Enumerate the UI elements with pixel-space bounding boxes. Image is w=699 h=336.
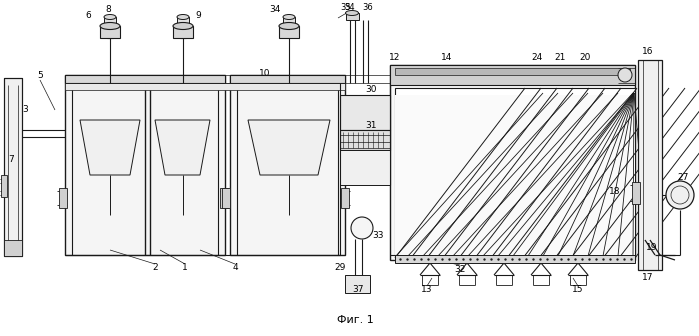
Text: 21: 21 — [554, 52, 565, 61]
Text: 19: 19 — [647, 244, 658, 252]
Text: 17: 17 — [642, 274, 654, 283]
Text: 15: 15 — [572, 286, 584, 294]
Bar — [65, 83, 345, 90]
Bar — [279, 26, 299, 38]
Bar — [395, 88, 635, 258]
Text: 27: 27 — [677, 173, 689, 182]
Ellipse shape — [177, 14, 189, 19]
Bar — [4, 78, 22, 256]
Bar — [4, 240, 22, 256]
Text: 4: 4 — [232, 263, 238, 272]
Bar — [177, 17, 189, 26]
Bar — [59, 188, 67, 208]
Text: 36: 36 — [363, 2, 373, 11]
Text: 32: 32 — [454, 265, 466, 275]
Text: 37: 37 — [352, 286, 363, 294]
Text: 7: 7 — [8, 156, 14, 165]
Ellipse shape — [283, 14, 295, 19]
Text: 3: 3 — [22, 106, 28, 115]
Bar — [230, 75, 345, 83]
Bar — [4, 78, 22, 256]
Text: 30: 30 — [366, 85, 377, 94]
Bar — [340, 130, 390, 150]
Bar — [1, 175, 7, 197]
Bar — [230, 75, 345, 255]
Text: 13: 13 — [421, 286, 433, 294]
Text: 10: 10 — [259, 69, 271, 78]
Ellipse shape — [279, 23, 299, 30]
Bar — [340, 95, 390, 130]
Ellipse shape — [666, 181, 694, 209]
Bar — [104, 17, 116, 26]
Text: 1: 1 — [182, 263, 188, 272]
Bar — [100, 26, 120, 38]
Ellipse shape — [351, 217, 373, 239]
Bar — [395, 68, 630, 75]
Ellipse shape — [618, 68, 632, 82]
Text: 31: 31 — [366, 121, 377, 129]
Bar — [340, 150, 390, 185]
Bar — [345, 275, 370, 293]
Bar — [65, 75, 225, 83]
Text: 29: 29 — [334, 263, 346, 272]
Text: 9: 9 — [195, 11, 201, 20]
Bar — [390, 65, 635, 85]
Bar — [220, 188, 228, 208]
Text: 14: 14 — [441, 52, 453, 61]
Text: Фиг. 1: Фиг. 1 — [337, 315, 373, 325]
Bar — [173, 26, 193, 38]
Text: 18: 18 — [610, 187, 621, 197]
Ellipse shape — [104, 14, 116, 19]
Text: 8: 8 — [105, 4, 111, 13]
Bar — [390, 65, 635, 260]
Text: 35: 35 — [340, 2, 352, 11]
Text: 6: 6 — [85, 11, 91, 20]
Text: 2: 2 — [152, 263, 158, 272]
Text: 33: 33 — [373, 230, 384, 240]
Polygon shape — [248, 120, 330, 175]
Text: 12: 12 — [389, 52, 401, 61]
Ellipse shape — [345, 10, 359, 15]
Polygon shape — [155, 120, 210, 175]
Bar — [65, 75, 225, 255]
Text: 24: 24 — [531, 52, 542, 61]
Polygon shape — [395, 88, 635, 258]
Text: 34: 34 — [345, 2, 355, 11]
Bar — [341, 188, 349, 208]
Bar — [283, 17, 295, 26]
Bar — [638, 60, 662, 270]
Bar — [222, 188, 230, 208]
Polygon shape — [395, 95, 635, 255]
Text: 16: 16 — [642, 47, 654, 56]
Bar — [346, 13, 359, 20]
Text: 20: 20 — [579, 52, 591, 61]
Bar — [632, 182, 640, 204]
Text: 34: 34 — [269, 4, 281, 13]
Text: 5: 5 — [37, 71, 43, 80]
Bar — [395, 255, 635, 263]
Ellipse shape — [173, 23, 193, 30]
Polygon shape — [80, 120, 140, 175]
Ellipse shape — [100, 23, 120, 30]
